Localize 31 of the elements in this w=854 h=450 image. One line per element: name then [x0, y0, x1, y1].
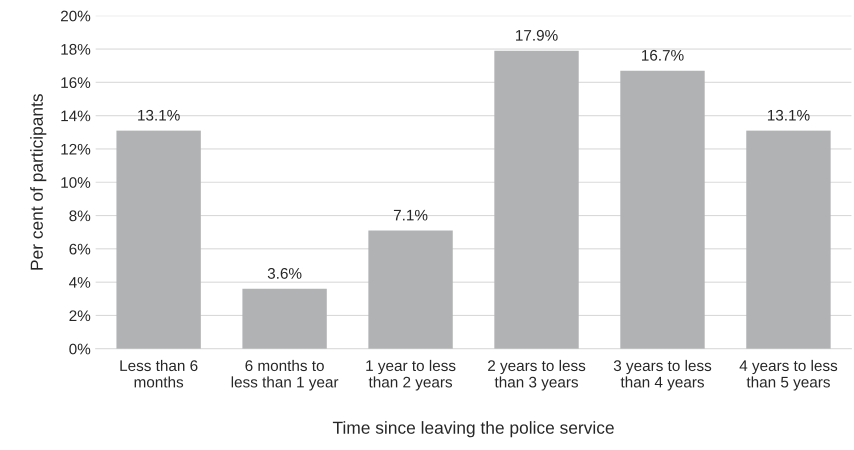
bar	[620, 70, 705, 349]
y-tick-label: 10%	[61, 177, 90, 188]
data-label: 16.7%	[642, 50, 684, 61]
bar	[116, 130, 201, 349]
x-tick-label: 6 months to less than 1 year	[232, 360, 338, 391]
y-tick-label: 8%	[69, 210, 90, 222]
x-axis-title: Time since leaving the police service	[332, 421, 614, 438]
data-label: 13.1%	[138, 110, 180, 121]
x-tick-label: 4 years to less than 5 years	[740, 360, 838, 391]
x-tick-label: 3 years to less than 4 years	[614, 360, 712, 391]
data-label: 7.1%	[394, 210, 428, 221]
x-tick-label: 2 years to less than 3 years	[488, 360, 586, 391]
x-tick-label: Less than 6 months	[120, 360, 198, 388]
bar	[746, 130, 831, 349]
y-tick-label: 20%	[60, 10, 90, 22]
data-label: 13.1%	[768, 110, 810, 121]
y-tick-label: 18%	[61, 44, 90, 55]
bar	[368, 230, 453, 349]
y-axis-title: Per cent of participants	[30, 94, 46, 270]
y-tick-label: 14%	[61, 110, 90, 122]
y-tick-label: 0%	[69, 344, 90, 354]
y-tick-label: 6%	[69, 244, 90, 255]
y-tick-label: 12%	[61, 144, 90, 155]
y-tick-label: 2%	[69, 310, 90, 322]
data-label: 3.6%	[268, 268, 302, 279]
y-tick-label: 4%	[69, 277, 90, 288]
data-label: 17.9%	[516, 30, 558, 41]
y-tick-label: 16%	[61, 77, 90, 88]
bar	[242, 288, 327, 349]
bar	[494, 50, 579, 349]
x-tick-label: 1 year to less than 2 years	[366, 360, 456, 391]
